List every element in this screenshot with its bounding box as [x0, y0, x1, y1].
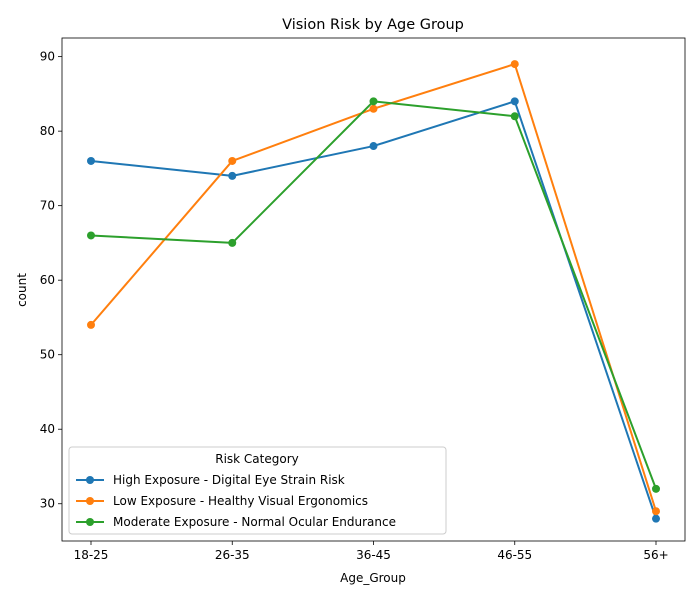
data-point: [370, 105, 378, 113]
data-point: [87, 321, 95, 329]
y-axis: 30 40 50 60 70 80 90: [40, 50, 62, 511]
y-tick-label: 90: [40, 50, 55, 64]
data-point: [652, 515, 660, 523]
x-tick-label: 36-45: [356, 548, 391, 562]
y-tick-label: 40: [40, 422, 55, 436]
legend-swatch-marker: [86, 518, 94, 526]
legend-swatch-marker: [86, 476, 94, 484]
x-tick-label: 26-35: [215, 548, 250, 562]
legend-entry: High Exposure - Digital Eye Strain Risk: [76, 473, 345, 487]
legend-title: Risk Category: [215, 452, 299, 466]
y-tick-label: 80: [40, 124, 55, 138]
data-point: [87, 157, 95, 165]
data-point: [511, 97, 519, 105]
y-tick-label: 30: [40, 497, 55, 511]
data-point: [370, 97, 378, 105]
y-tick-label: 60: [40, 273, 55, 287]
legend-swatch-marker: [86, 497, 94, 505]
series-line: [91, 101, 656, 488]
data-point: [228, 239, 236, 247]
y-tick-label: 50: [40, 348, 55, 362]
x-tick-label: 56+: [643, 548, 668, 562]
data-point: [228, 172, 236, 180]
data-point: [511, 112, 519, 120]
data-point: [652, 507, 660, 515]
legend-label: Moderate Exposure - Normal Ocular Endura…: [113, 515, 396, 529]
series-3: [87, 97, 660, 492]
y-tick-label: 70: [40, 199, 55, 213]
x-tick-label: 18-25: [74, 548, 109, 562]
data-point: [87, 231, 95, 239]
chart-title: Vision Risk by Age Group: [282, 17, 464, 33]
x-axis: 18-25 26-35 36-45 46-55 56+: [74, 541, 669, 562]
legend-label: Low Exposure - Healthy Visual Ergonomics: [113, 494, 368, 508]
x-tick-label: 46-55: [497, 548, 532, 562]
data-point: [228, 157, 236, 165]
data-point: [511, 60, 519, 68]
legend-label: High Exposure - Digital Eye Strain Risk: [113, 473, 345, 487]
data-point: [370, 142, 378, 150]
x-axis-label: Age_Group: [340, 571, 406, 585]
y-axis-label: count: [15, 273, 29, 307]
series-line: [91, 64, 656, 511]
data-point: [652, 485, 660, 493]
legend-entry: Low Exposure - Healthy Visual Ergonomics: [76, 494, 368, 508]
legend: Risk Category High Exposure - Digital Ey…: [69, 447, 446, 534]
legend-entry: Moderate Exposure - Normal Ocular Endura…: [76, 515, 396, 529]
